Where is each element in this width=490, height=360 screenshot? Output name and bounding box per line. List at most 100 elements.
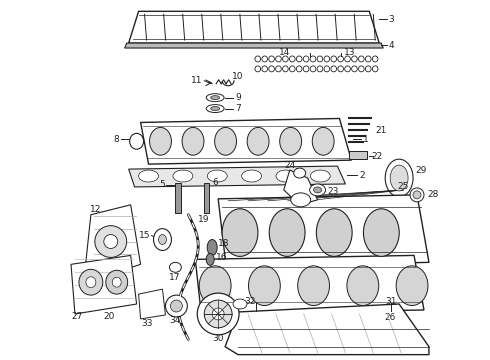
Ellipse shape (338, 56, 343, 62)
Text: 9: 9 (235, 93, 241, 102)
Text: 32: 32 (245, 297, 256, 306)
Ellipse shape (314, 187, 321, 193)
Polygon shape (141, 118, 351, 164)
Ellipse shape (310, 184, 325, 196)
Polygon shape (196, 255, 424, 314)
Text: 7: 7 (235, 104, 241, 113)
Ellipse shape (112, 277, 121, 287)
Ellipse shape (410, 188, 424, 202)
Ellipse shape (296, 66, 302, 72)
Ellipse shape (296, 56, 302, 62)
Ellipse shape (385, 159, 413, 197)
Text: 1: 1 (363, 135, 369, 144)
Ellipse shape (291, 193, 311, 207)
Ellipse shape (366, 66, 371, 72)
Ellipse shape (199, 266, 231, 306)
Polygon shape (86, 205, 141, 277)
Ellipse shape (207, 170, 227, 182)
Ellipse shape (139, 170, 158, 182)
Text: 27: 27 (71, 312, 83, 321)
Ellipse shape (331, 66, 337, 72)
Ellipse shape (79, 269, 103, 295)
Polygon shape (284, 170, 318, 205)
Ellipse shape (298, 266, 329, 306)
Ellipse shape (255, 56, 261, 62)
Text: 17: 17 (169, 273, 180, 282)
Ellipse shape (206, 94, 224, 102)
Ellipse shape (206, 105, 224, 113)
Ellipse shape (276, 56, 281, 62)
Ellipse shape (372, 66, 378, 72)
Ellipse shape (149, 127, 171, 155)
Text: 14: 14 (279, 49, 291, 58)
Ellipse shape (269, 66, 274, 72)
Ellipse shape (104, 235, 118, 248)
Ellipse shape (211, 96, 220, 100)
Text: 4: 4 (388, 41, 394, 50)
Ellipse shape (247, 127, 269, 155)
Ellipse shape (324, 56, 330, 62)
Ellipse shape (310, 56, 316, 62)
Ellipse shape (283, 66, 288, 72)
Ellipse shape (233, 299, 247, 309)
Ellipse shape (106, 270, 128, 294)
Ellipse shape (364, 209, 399, 256)
Text: 15: 15 (139, 231, 150, 240)
Ellipse shape (182, 127, 204, 155)
Ellipse shape (242, 170, 262, 182)
Ellipse shape (317, 66, 323, 72)
Ellipse shape (248, 266, 280, 306)
Ellipse shape (269, 56, 274, 62)
Text: 29: 29 (415, 166, 426, 175)
Ellipse shape (280, 127, 301, 155)
Text: 21: 21 (375, 126, 387, 135)
Text: 34: 34 (170, 316, 181, 325)
Ellipse shape (86, 277, 96, 288)
Ellipse shape (347, 266, 379, 306)
Ellipse shape (276, 66, 281, 72)
Text: 6: 6 (212, 179, 218, 188)
Ellipse shape (413, 191, 421, 199)
Ellipse shape (170, 262, 181, 272)
Text: 26: 26 (384, 314, 395, 323)
Polygon shape (71, 255, 137, 314)
Ellipse shape (331, 56, 337, 62)
Ellipse shape (352, 66, 357, 72)
Ellipse shape (197, 293, 239, 335)
Ellipse shape (359, 66, 364, 72)
Ellipse shape (262, 56, 268, 62)
Ellipse shape (338, 66, 343, 72)
Ellipse shape (290, 66, 295, 72)
Ellipse shape (222, 209, 258, 256)
Polygon shape (124, 43, 383, 48)
Ellipse shape (359, 56, 364, 62)
Ellipse shape (294, 168, 306, 178)
Text: 22: 22 (371, 152, 383, 161)
Bar (175, 183, 181, 213)
Ellipse shape (173, 170, 193, 182)
Text: 18: 18 (218, 239, 230, 248)
Text: 3: 3 (388, 15, 394, 24)
Ellipse shape (303, 66, 309, 72)
Ellipse shape (283, 56, 288, 62)
Ellipse shape (310, 66, 316, 72)
Polygon shape (139, 289, 166, 319)
Bar (349, 151, 368, 159)
Text: 8: 8 (113, 135, 119, 144)
Ellipse shape (211, 107, 220, 111)
Ellipse shape (153, 229, 172, 251)
Ellipse shape (204, 300, 232, 328)
Ellipse shape (317, 56, 323, 62)
Ellipse shape (310, 170, 330, 182)
Ellipse shape (344, 56, 350, 62)
Ellipse shape (344, 66, 350, 72)
Ellipse shape (303, 56, 309, 62)
Polygon shape (129, 11, 379, 43)
Text: 30: 30 (212, 334, 224, 343)
Bar (204, 183, 209, 213)
Polygon shape (225, 304, 429, 355)
Polygon shape (129, 166, 345, 187)
Ellipse shape (276, 170, 296, 182)
Ellipse shape (130, 133, 144, 149)
Ellipse shape (324, 66, 330, 72)
